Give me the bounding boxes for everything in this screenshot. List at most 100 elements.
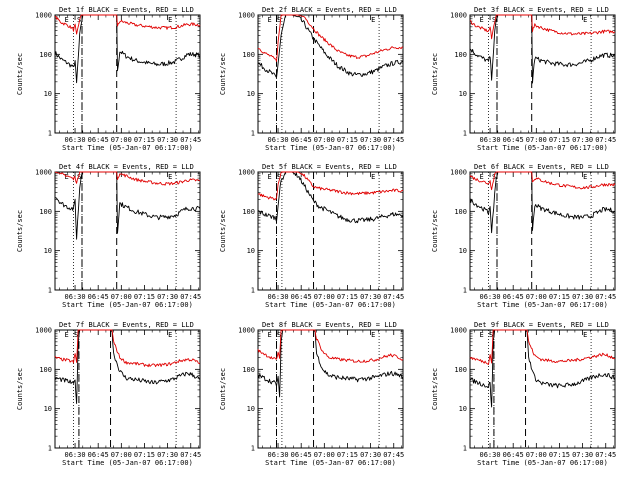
panel-title: Det 3f BLACK = Events, RED = LLD <box>474 6 609 14</box>
y-tick-label: 1 <box>251 287 255 295</box>
x-axis-title: Start Time (05-Jan-07 06:17:00) <box>62 459 193 467</box>
x-tick-label: 07:45 <box>595 136 616 144</box>
y-tick-label: 10 <box>44 90 52 98</box>
plot-frame <box>54 329 201 449</box>
x-tick-label: 07:45 <box>383 451 404 459</box>
y-tick-label: 1000 <box>450 12 467 20</box>
lld-series-line <box>258 171 404 201</box>
y-tick-label: 1000 <box>450 327 467 335</box>
x-tick-label: 07:30 <box>360 136 381 144</box>
marker-label-e-end: E <box>583 16 587 24</box>
y-tick-label: 10 <box>459 90 467 98</box>
x-tick-label: 07:00 <box>111 293 132 301</box>
marker-label-e-start: E <box>65 331 69 339</box>
marker-label-e-start: E <box>268 16 272 24</box>
x-tick-label: 07:15 <box>337 136 358 144</box>
events-series-line <box>54 329 201 404</box>
x-tick-label: 07:15 <box>134 136 155 144</box>
y-tick-label: 1000 <box>35 327 52 335</box>
x-tick-label: 07:15 <box>134 451 155 459</box>
events-series-line <box>54 14 201 84</box>
x-tick-label: 07:45 <box>180 451 201 459</box>
x-axis-title: Start Time (05-Jan-07 06:17:00) <box>62 301 193 309</box>
x-tick-label: 06:45 <box>291 136 312 144</box>
x-tick-label: 06:30 <box>268 293 289 301</box>
panel-title: Det 2f BLACK = Events, RED = LLD <box>262 6 397 14</box>
y-tick-label: 1 <box>463 287 467 295</box>
marker-label-e-end: E <box>168 16 172 24</box>
x-tick-label: 07:30 <box>157 136 178 144</box>
x-tick-label: 06:45 <box>503 293 524 301</box>
x-tick-label: 06:30 <box>65 451 86 459</box>
panel-title: Det 8f BLACK = Events, RED = LLD <box>262 321 397 329</box>
marker-label-e-end: E <box>583 173 587 181</box>
x-axis-title: Start Time (05-Jan-07 06:17:00) <box>265 459 396 467</box>
x-tick-label: 07:30 <box>157 451 178 459</box>
y-tick-label: 1000 <box>238 327 255 335</box>
events-series-line <box>55 171 201 240</box>
y-tick-label: 1 <box>251 445 255 453</box>
x-tick-label: 07:45 <box>383 136 404 144</box>
x-tick-label: 07:45 <box>180 136 201 144</box>
y-axis-label: Counts/sec <box>16 210 24 252</box>
x-tick-label: 07:30 <box>572 293 593 301</box>
x-tick-label: 06:45 <box>503 136 524 144</box>
plot-frame <box>257 171 404 291</box>
x-axis-title: Start Time (05-Jan-07 06:17:00) <box>265 301 396 309</box>
x-tick-label: 06:45 <box>291 293 312 301</box>
y-tick-label: 1000 <box>238 169 255 177</box>
plot-frame <box>469 329 616 449</box>
marker-label-s: S <box>277 173 281 181</box>
x-tick-label: 07:15 <box>549 451 570 459</box>
x-axis-title: Start Time (05-Jan-07 06:17:00) <box>477 144 608 152</box>
y-axis-label: Counts/sec <box>219 53 227 95</box>
y-tick-label: 100 <box>454 208 467 216</box>
marker-label-s: S <box>489 331 493 339</box>
plot-frame <box>469 171 616 291</box>
marker-label-s: S <box>492 16 496 24</box>
x-tick-label: 07:15 <box>549 136 570 144</box>
y-tick-label: 10 <box>44 247 52 255</box>
x-tick-label: 07:45 <box>180 293 201 301</box>
detector-panel-5: Det 5f BLACK = Events, RED = LLD Counts/s… <box>219 163 404 309</box>
lld-series-line <box>469 14 616 40</box>
marker-label-s: S <box>77 16 81 24</box>
panel-title: Det 6f BLACK = Events, RED = LLD <box>474 163 609 171</box>
detector-panel-2: Det 2f BLACK = Events, RED = LLD Counts/s… <box>219 6 404 152</box>
x-axis-title: Start Time (05-Jan-07 06:17:00) <box>477 301 608 309</box>
marker-label-e-end: E <box>168 173 172 181</box>
x-tick-label: 06:30 <box>65 136 86 144</box>
x-tick-label: 07:00 <box>526 451 547 459</box>
marker-label-e-end: E <box>168 331 172 339</box>
y-tick-label: 100 <box>242 51 255 59</box>
marker-label-e-end: E <box>371 16 375 24</box>
y-tick-label: 100 <box>39 208 52 216</box>
detector-panel-6: Det 6f BLACK = Events, RED = LLD Counts/s… <box>431 163 616 309</box>
y-tick-label: 1 <box>463 130 467 138</box>
y-tick-label: 100 <box>39 51 52 59</box>
y-tick-label: 1 <box>48 445 52 453</box>
marker-label-e-start: E <box>480 173 484 181</box>
y-tick-label: 10 <box>459 405 467 413</box>
x-tick-label: 07:15 <box>337 293 358 301</box>
x-tick-label: 06:30 <box>480 451 501 459</box>
x-tick-label: 06:45 <box>88 136 109 144</box>
x-tick-label: 07:15 <box>134 293 155 301</box>
plot-frame <box>54 171 201 291</box>
x-axis-title: Start Time (05-Jan-07 06:17:00) <box>265 144 396 152</box>
x-tick-label: 07:00 <box>526 293 547 301</box>
x-tick-label: 07:45 <box>595 293 616 301</box>
lld-series-line <box>54 171 201 186</box>
panel-title: Det 1f BLACK = Events, RED = LLD <box>59 6 194 14</box>
x-tick-label: 07:45 <box>595 451 616 459</box>
y-tick-label: 10 <box>247 90 255 98</box>
detector-panel-8: Det 8f BLACK = Events, RED = LLD Counts/s… <box>219 321 404 467</box>
x-axis-title: Start Time (05-Jan-07 06:17:00) <box>477 459 608 467</box>
lld-series-line <box>257 14 404 62</box>
y-tick-label: 1000 <box>35 12 52 20</box>
marker-label-e-end: E <box>583 331 587 339</box>
x-tick-label: 07:00 <box>111 451 132 459</box>
y-axis-label: Counts/sec <box>16 53 24 95</box>
marker-label-e-start: E <box>480 331 484 339</box>
y-axis-label: Counts/sec <box>431 53 439 95</box>
